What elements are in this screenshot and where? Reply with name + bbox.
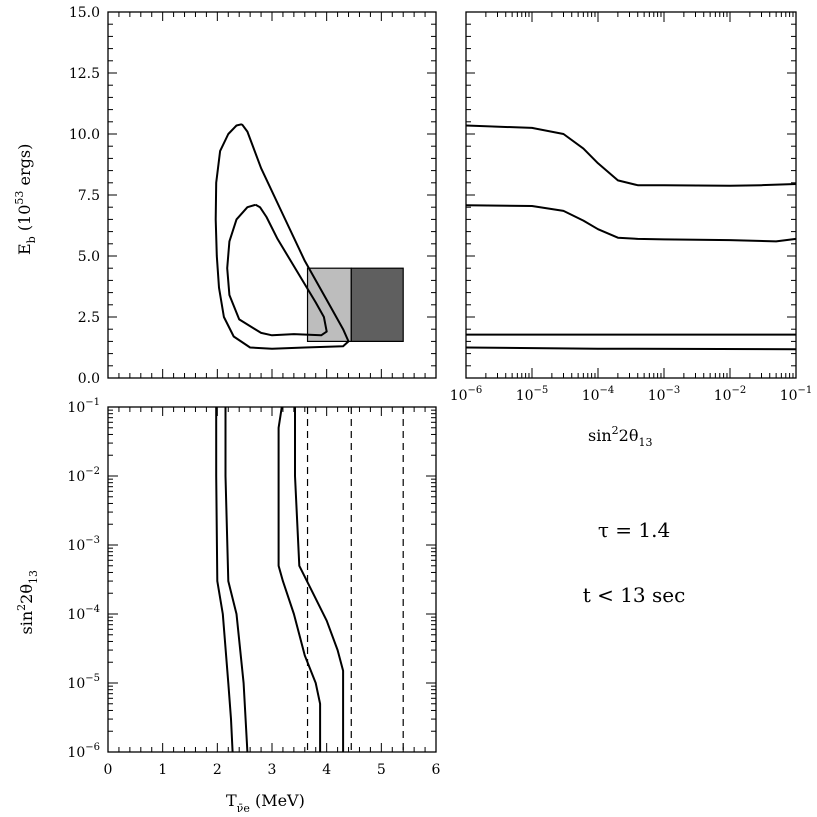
y-tick-exponent: −3 <box>85 535 100 546</box>
x-tick-label: 10−5 <box>516 385 549 404</box>
y-tick-labels: 10−610−510−410−310−210−1 <box>67 397 100 761</box>
y-tick-label: 10.0 <box>69 127 100 143</box>
time-annotation: t < 13 sec <box>583 583 686 607</box>
y-tick-label: 7.5 <box>78 188 100 204</box>
x-tick-label: 6 <box>432 762 441 778</box>
y-tick-label: 10−6 <box>67 742 100 761</box>
axis-ticks <box>107 406 437 753</box>
contour-curve-1 <box>215 407 234 753</box>
axis-ticks <box>465 11 797 379</box>
y-tick-exponent: −6 <box>85 742 100 753</box>
x-tick-base: 10 <box>648 388 666 404</box>
y-tick-label: 2.5 <box>78 310 100 326</box>
tau-annotation: τ = 1.4 <box>598 518 670 542</box>
y-tick-base: 10 <box>67 676 85 692</box>
x-axis-label: sin22θ13 <box>588 424 652 449</box>
x-tick-labels: 10−6 10−5 10−4 10−3 10−2 10−1 <box>450 385 813 404</box>
y-tick-base: 10 <box>67 400 85 416</box>
x-tick-exponent: −4 <box>600 385 615 396</box>
y-tick-exponent: −4 <box>85 604 100 615</box>
x-tick-base: 10 <box>516 388 534 404</box>
x-tick-label: 0 <box>104 762 113 778</box>
y-axis-label: Eb (1053 ergs) <box>13 144 38 255</box>
y-tick-exponent: −5 <box>85 673 100 684</box>
contour-curve-2 <box>465 204 797 243</box>
panel-energy-vs-mixing: 10−6 10−5 10−4 10−3 10−2 10−1 sin22θ13 <box>450 11 813 449</box>
y-tick-label: 10−2 <box>67 466 100 485</box>
y-tick-exponent: −2 <box>85 466 100 477</box>
x-tick-exponent: −6 <box>468 385 483 396</box>
y-tick-base: 10 <box>67 745 85 761</box>
x-tick-base: 10 <box>714 388 732 404</box>
shaded-box-dark <box>350 267 404 343</box>
contour-curve-4 <box>465 346 797 351</box>
plot-frame <box>465 11 797 379</box>
x-tick-label: 3 <box>268 762 277 778</box>
x-tick-label: 4 <box>322 762 331 778</box>
x-tick-label: 2 <box>213 762 222 778</box>
axis-ticks <box>107 11 437 379</box>
contour-curve-1 <box>465 124 797 187</box>
contour-curves <box>214 123 350 350</box>
x-tick-label: 10−3 <box>648 385 681 404</box>
contour-curve-4 <box>294 407 345 752</box>
x-tick-base: 10 <box>582 388 600 404</box>
contour-curve-1 <box>214 123 350 350</box>
contour-curve-2 <box>224 407 249 753</box>
contour-curve-3 <box>277 406 322 752</box>
y-tick-label: 12.5 <box>69 66 100 82</box>
y-tick-base: 10 <box>67 469 85 485</box>
y-tick-label: 0.0 <box>78 371 100 387</box>
y-tick-label: 5.0 <box>78 249 100 265</box>
dashed-reference-lines <box>306 407 404 752</box>
y-tick-label: 10−4 <box>67 604 100 623</box>
contour-curves <box>465 124 797 351</box>
x-tick-exponent: −2 <box>732 385 747 396</box>
y-tick-labels: 0.0 2.5 5.0 7.5 10.0 12.5 15.0 <box>69 5 100 387</box>
x-tick-labels: 0 1 2 3 4 5 6 <box>104 762 441 778</box>
contour-curves <box>215 406 345 753</box>
y-tick-label: 15.0 <box>69 5 100 21</box>
y-tick-label: 10−1 <box>67 397 100 416</box>
x-tick-label: 1 <box>158 762 167 778</box>
x-axis-label: Tν̄e (MeV) <box>226 791 305 815</box>
x-tick-base: 10 <box>450 388 468 404</box>
y-tick-label: 10−5 <box>67 673 100 692</box>
y-axis-label: sin22θ13 <box>15 570 40 634</box>
y-tick-base: 10 <box>67 538 85 554</box>
y-tick-exponent: −1 <box>85 397 100 408</box>
x-tick-label: 5 <box>377 762 386 778</box>
y-tick-base: 10 <box>67 607 85 623</box>
x-tick-exponent: −5 <box>534 385 549 396</box>
x-tick-exponent: −3 <box>666 385 681 396</box>
x-tick-label: 10−1 <box>780 385 813 404</box>
panel-energy-vs-temperature: 0.0 2.5 5.0 7.5 10.0 12.5 15.0 Eb (1053 ergs) <box>13 5 437 387</box>
x-tick-label: 10−4 <box>582 385 615 404</box>
x-tick-label: 10−2 <box>714 385 747 404</box>
x-tick-base: 10 <box>780 388 798 404</box>
contour-curve-2 <box>226 203 328 337</box>
x-tick-label: 10−6 <box>450 385 483 404</box>
y-tick-label: 10−3 <box>67 535 100 554</box>
plot-frame <box>107 11 437 379</box>
x-tick-exponent: −1 <box>798 385 813 396</box>
plot-frame <box>107 406 437 753</box>
